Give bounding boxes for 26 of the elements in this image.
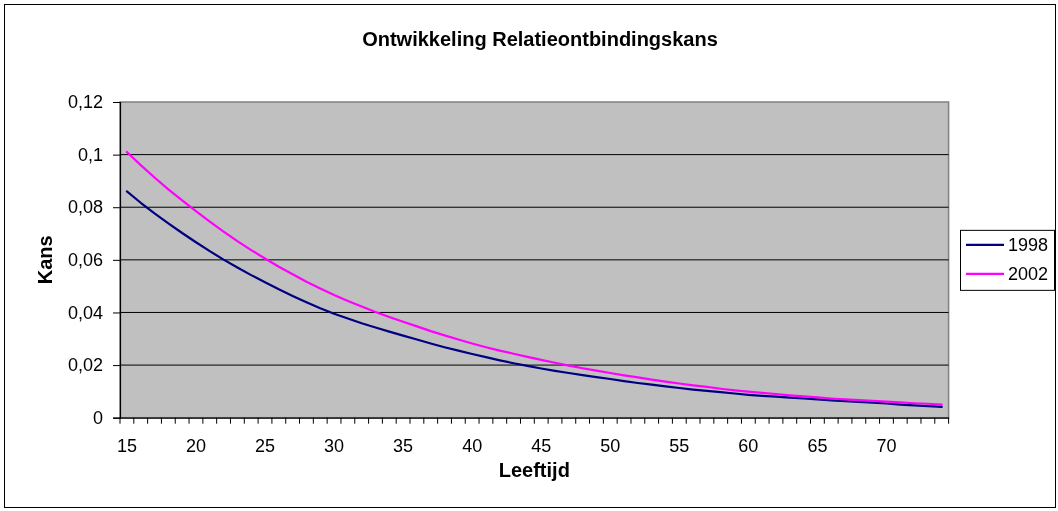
y-tick-label: 0,02 [67,355,103,376]
legend-label: 2002 [1008,264,1049,285]
x-tick-label: 55 [669,436,690,457]
y-tick-label: 0,1 [77,144,103,165]
x-tick-label: 30 [324,436,345,457]
x-tick-label: 45 [531,436,552,457]
x-tick-label: 50 [600,436,621,457]
x-tick-label: 20 [185,436,206,457]
chart-title: Ontwikkeling Relatieontbindingskans [362,28,718,50]
line-series [125,190,943,409]
y-tick-label: 0,08 [67,197,103,218]
x-tick-label: 65 [807,436,828,457]
line-series [125,150,943,406]
legend-label: 1998 [1008,235,1049,256]
x-axis-title: Leeftijd [498,459,570,481]
x-tick-label: 25 [254,436,276,457]
x-tick-label: 70 [876,436,897,457]
y-tick-label: 0 [92,407,103,428]
x-tick-label: 35 [393,436,414,457]
x-tick-label: 60 [738,436,759,457]
y-tick-label: 0,12 [67,92,103,113]
y-tick-label: 0,06 [67,250,103,271]
y-tick-label: 0,04 [67,302,103,323]
x-tick-label: 15 [116,436,137,457]
x-tick-label: 40 [462,436,483,457]
y-axis-title: Kans [34,235,56,285]
